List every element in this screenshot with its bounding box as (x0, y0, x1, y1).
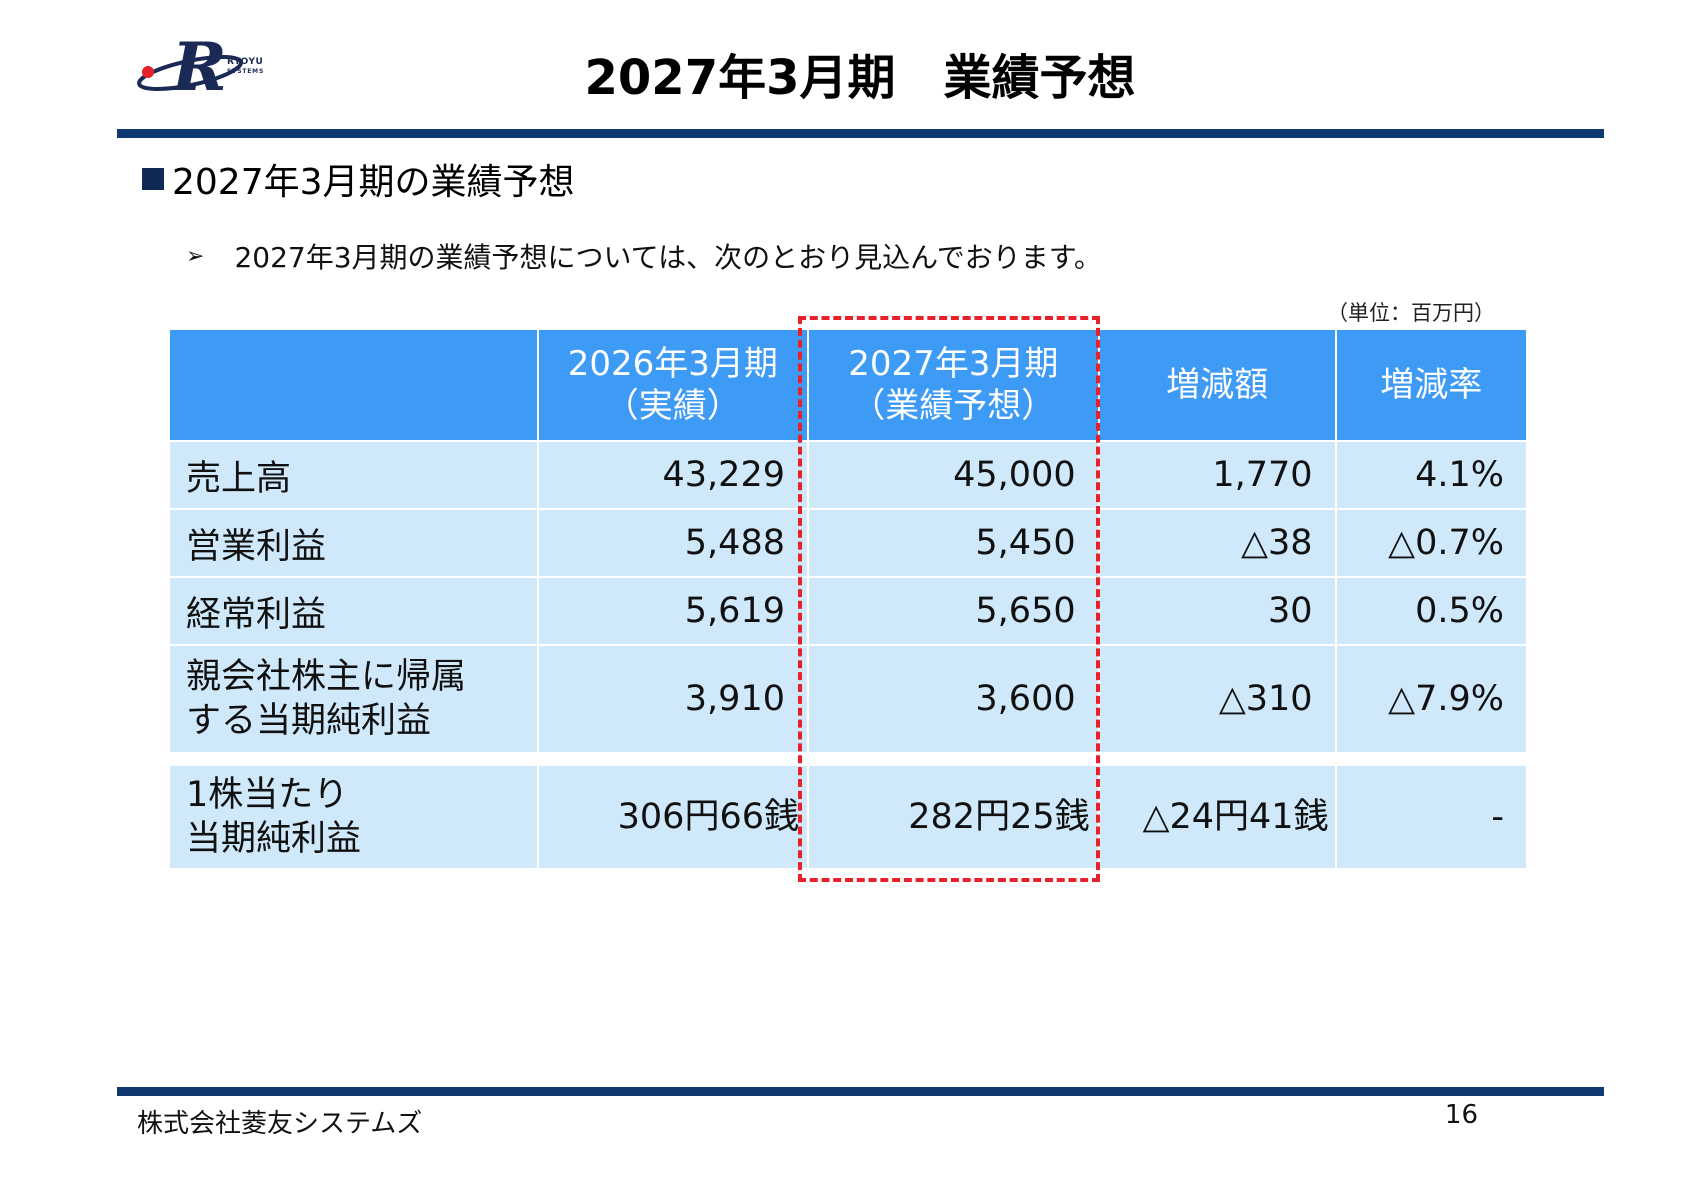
row-label: 経常利益 (170, 578, 537, 644)
cell-change: △310 (1099, 646, 1335, 752)
logo-letter: R (170, 28, 227, 106)
page-number: 16 (1444, 1100, 1478, 1130)
square-bullet-icon (142, 168, 164, 190)
cell-forecast: 3,600 (808, 646, 1098, 752)
table-row: 経常利益 5,619 5,650 30 0.5% (170, 578, 1526, 644)
bullet-text: 2027年3月期の業績予想については、次のとおり見込んでおります。 (234, 241, 1102, 274)
header-rule (117, 129, 1604, 138)
row-label-line1: 親会社株主に帰属 (186, 657, 467, 697)
header-forecast-line2: （業績予想） (851, 386, 1056, 426)
header-forecast-line1: 2027年3月期 (848, 344, 1059, 384)
cell-rate: 0.5% (1336, 578, 1526, 644)
eps-label-line1: 1株当たり (186, 775, 349, 815)
cell-actual: 5,488 (538, 510, 807, 576)
header-cell-forecast: 2027年3月期 （業績予想） (808, 330, 1098, 440)
footer-rule (117, 1087, 1604, 1096)
row-label: 営業利益 (170, 510, 537, 576)
row-label: 1株当たり 当期純利益 (170, 766, 537, 868)
cell-change: △24円41銭 (1099, 766, 1335, 868)
section-heading: 2027年3月期の業績予想 (142, 153, 575, 205)
cell-actual: 43,229 (538, 442, 807, 508)
cell-rate: 4.1% (1336, 442, 1526, 508)
logo-wordmark: RYOYU SYSTEMS (227, 57, 264, 77)
logo-line1: RYOYU (227, 57, 264, 67)
arrow-bullet-icon: ➢ (186, 243, 205, 269)
cell-forecast: 5,650 (808, 578, 1098, 644)
logo-line2: SYSTEMS (227, 68, 265, 75)
header-actual-line1: 2026年3月期 (567, 344, 778, 384)
cell-forecast: 5,450 (808, 510, 1098, 576)
table-row-eps: 1株当たり 当期純利益 306円66銭 282円25銭 △24円41銭 - (170, 766, 1526, 868)
table-row: 営業利益 5,488 5,450 △38 △0.7% (170, 510, 1526, 576)
cell-actual: 3,910 (538, 646, 807, 752)
row-label-line2: する当期純利益 (186, 701, 432, 741)
cell-actual: 5,619 (538, 578, 807, 644)
cell-forecast: 45,000 (808, 442, 1098, 508)
header-actual-line2: （実績） (604, 386, 741, 426)
cell-change: 30 (1099, 578, 1335, 644)
header-cell-change: 増減額 (1099, 330, 1335, 440)
bullet-line: ➢ 2027年3月期の業績予想については、次のとおり見込んでおります。 (186, 236, 1102, 276)
cell-forecast: 282円25銭 (808, 766, 1098, 868)
cell-change: △38 (1099, 510, 1335, 576)
header-cell-actual: 2026年3月期 （実績） (538, 330, 807, 440)
cell-rate: - (1336, 766, 1526, 868)
eps-label-line2: 当期純利益 (186, 819, 362, 859)
forecast-table: 2026年3月期 （実績） 2027年3月期 （業績予想） 増減額 増減率 売上… (168, 328, 1528, 870)
company-logo: R (137, 28, 243, 106)
header-cell-blank (170, 330, 537, 440)
cell-rate: △0.7% (1336, 510, 1526, 576)
unit-note: （単位：百万円） (1327, 301, 1495, 325)
table-row: 親会社株主に帰属 する当期純利益 3,910 3,600 △310 △7.9% (170, 646, 1526, 752)
row-label: 親会社株主に帰属 する当期純利益 (170, 646, 537, 752)
table-row: 売上高 43,229 45,000 1,770 4.1% (170, 442, 1526, 508)
page-title: 2027年3月期 業績予想 (584, 50, 1136, 106)
footer-company: 株式会社菱友システムズ (137, 1109, 423, 1139)
table-gap (170, 754, 1526, 764)
row-label: 売上高 (170, 442, 537, 508)
cell-change: 1,770 (1099, 442, 1335, 508)
header-cell-rate: 増減率 (1336, 330, 1526, 440)
cell-actual: 306円66銭 (538, 766, 807, 868)
table-header-row: 2026年3月期 （実績） 2027年3月期 （業績予想） 増減額 増減率 (170, 330, 1526, 440)
cell-rate: △7.9% (1336, 646, 1526, 752)
section-heading-text: 2027年3月期の業績予想 (172, 162, 575, 203)
